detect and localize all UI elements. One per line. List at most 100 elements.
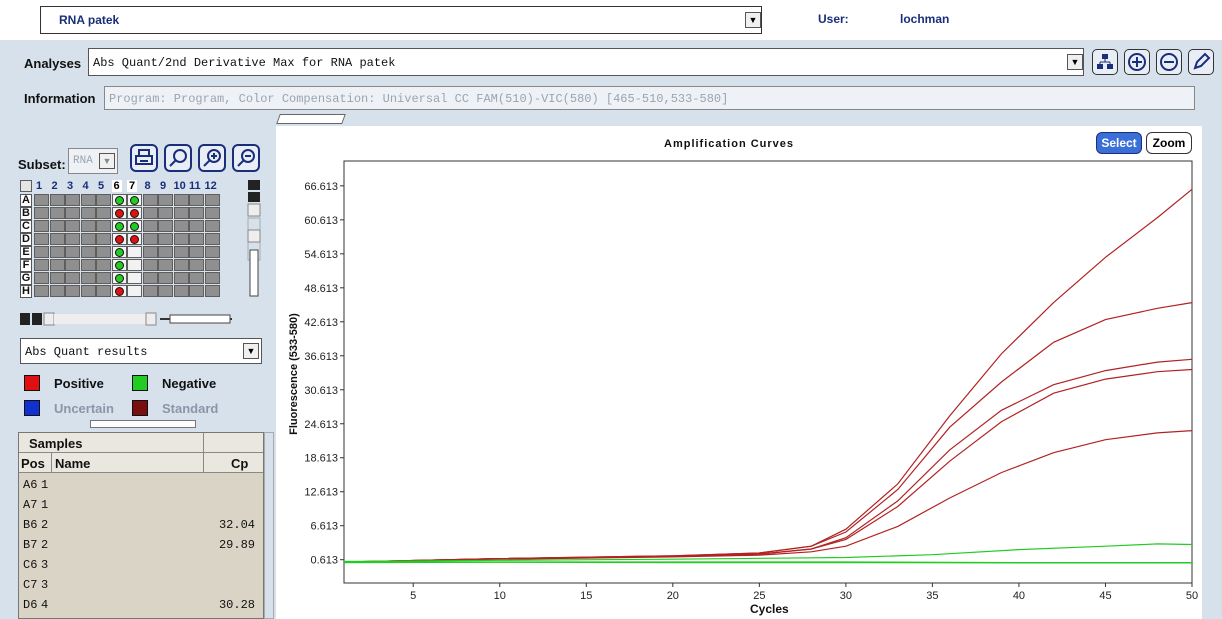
- hierarchy-button[interactable]: [1092, 49, 1118, 75]
- plate-row-header[interactable]: G: [20, 272, 32, 285]
- plate-well[interactable]: [111, 246, 127, 258]
- plate-well[interactable]: [111, 220, 127, 232]
- plate-well[interactable]: [158, 194, 173, 206]
- table-row[interactable]: C6 3: [19, 555, 263, 574]
- plate-well[interactable]: [189, 233, 204, 245]
- plate-column-header[interactable]: 8: [142, 180, 153, 192]
- plate-well[interactable]: [173, 272, 189, 284]
- plate-well[interactable]: [80, 194, 96, 206]
- search-button[interactable]: [164, 144, 192, 172]
- plate-well[interactable]: [189, 272, 204, 284]
- plate-well[interactable]: [158, 272, 173, 284]
- plate-column-header[interactable]: 4: [80, 180, 91, 192]
- name-header[interactable]: Name: [55, 456, 91, 471]
- chevron-down-icon[interactable]: ▼: [99, 153, 115, 169]
- pos-header[interactable]: Pos: [21, 456, 45, 471]
- plate-well[interactable]: [65, 233, 80, 245]
- plate-well[interactable]: [127, 272, 142, 284]
- plate-well[interactable]: [34, 259, 49, 271]
- plate-well[interactable]: [204, 220, 220, 232]
- plate-well[interactable]: [80, 207, 96, 219]
- plate-well[interactable]: [49, 246, 65, 258]
- plate-row-header[interactable]: B: [20, 207, 32, 220]
- plate-well[interactable]: [65, 207, 80, 219]
- plate-row-header[interactable]: H: [20, 285, 32, 298]
- plate-well[interactable]: [158, 259, 173, 271]
- plate-well[interactable]: [127, 246, 142, 258]
- plate-row-header[interactable]: A: [20, 194, 32, 207]
- plate-well[interactable]: [142, 285, 158, 297]
- plate-well[interactable]: [173, 194, 189, 206]
- plate-well[interactable]: [127, 207, 142, 219]
- table-row[interactable]: D6 4 30.28: [19, 595, 263, 614]
- plate-row-header[interactable]: E: [20, 246, 32, 259]
- plate-column-header[interactable]: 5: [96, 180, 106, 192]
- chevron-down-icon[interactable]: ▼: [1067, 54, 1083, 70]
- plate-well[interactable]: [34, 233, 49, 245]
- plate-well[interactable]: [80, 233, 96, 245]
- plate-well[interactable]: [127, 220, 142, 232]
- plate-well[interactable]: [65, 246, 80, 258]
- plate-well[interactable]: [49, 285, 65, 297]
- plate-well[interactable]: [34, 285, 49, 297]
- run-select[interactable]: RNA patek ▼: [40, 6, 762, 34]
- panel-toggle-tab[interactable]: [276, 114, 346, 124]
- plate-column-header[interactable]: 3: [65, 180, 75, 192]
- plate-well[interactable]: [96, 259, 111, 271]
- plate-well[interactable]: [111, 285, 127, 297]
- plate-well[interactable]: [49, 220, 65, 232]
- plate-well[interactable]: [158, 207, 173, 219]
- plate-well[interactable]: [127, 259, 142, 271]
- plate-column-header[interactable]: 2: [49, 180, 60, 192]
- plate-well[interactable]: [142, 259, 158, 271]
- remove-analysis-button[interactable]: [1156, 49, 1182, 75]
- plate-well[interactable]: [34, 194, 49, 206]
- plate-well[interactable]: [65, 285, 80, 297]
- plate-well[interactable]: [80, 272, 96, 284]
- plate-well[interactable]: [127, 233, 142, 245]
- plate-well[interactable]: [189, 246, 204, 258]
- plate-row-header[interactable]: C: [20, 220, 32, 233]
- plate-well[interactable]: [204, 259, 220, 271]
- plate-well[interactable]: [49, 207, 65, 219]
- results-view-select[interactable]: Abs Quant results ▼: [20, 338, 262, 364]
- plate-well[interactable]: [204, 272, 220, 284]
- edit-analysis-button[interactable]: [1188, 49, 1214, 75]
- plate-well[interactable]: [80, 285, 96, 297]
- plate-well[interactable]: [204, 194, 220, 206]
- plate-well[interactable]: [34, 220, 49, 232]
- plate-well[interactable]: [80, 259, 96, 271]
- plate-well[interactable]: [96, 285, 111, 297]
- plate-scrollbar[interactable]: [246, 180, 262, 300]
- plate-well[interactable]: [173, 246, 189, 258]
- add-analysis-button[interactable]: [1124, 49, 1150, 75]
- plate-column-header[interactable]: 10: [173, 180, 186, 192]
- plate-column-header[interactable]: 9: [158, 180, 168, 192]
- plate-well[interactable]: [173, 259, 189, 271]
- plate-column-header[interactable]: 7: [127, 180, 137, 192]
- plate-well[interactable]: [142, 194, 158, 206]
- plate-well[interactable]: [49, 272, 65, 284]
- plate-well[interactable]: [49, 194, 65, 206]
- plate-well[interactable]: [49, 233, 65, 245]
- plate-well[interactable]: [189, 207, 204, 219]
- plate-well[interactable]: [111, 233, 127, 245]
- scroll-bottom-icon[interactable]: [248, 192, 260, 202]
- chevron-down-icon[interactable]: ▼: [243, 343, 259, 359]
- plate-well[interactable]: [189, 285, 204, 297]
- plate-well[interactable]: [127, 194, 142, 206]
- plate-well[interactable]: [204, 207, 220, 219]
- plate-grid[interactable]: 1 2 3 4 5 6 7 8 9 10 11 12 A B C D E F G H: [20, 180, 234, 298]
- plate-well[interactable]: [158, 233, 173, 245]
- cp-header[interactable]: Cp: [231, 456, 249, 471]
- plate-row-header[interactable]: F: [20, 259, 32, 272]
- plate-well[interactable]: [111, 259, 127, 271]
- plate-well[interactable]: [65, 259, 80, 271]
- print-button[interactable]: [130, 144, 158, 172]
- plate-well[interactable]: [96, 272, 111, 284]
- plate-well[interactable]: [111, 194, 127, 206]
- plate-well[interactable]: [142, 272, 158, 284]
- plate-well[interactable]: [80, 246, 96, 258]
- plate-well[interactable]: [142, 207, 158, 219]
- plate-well[interactable]: [80, 220, 96, 232]
